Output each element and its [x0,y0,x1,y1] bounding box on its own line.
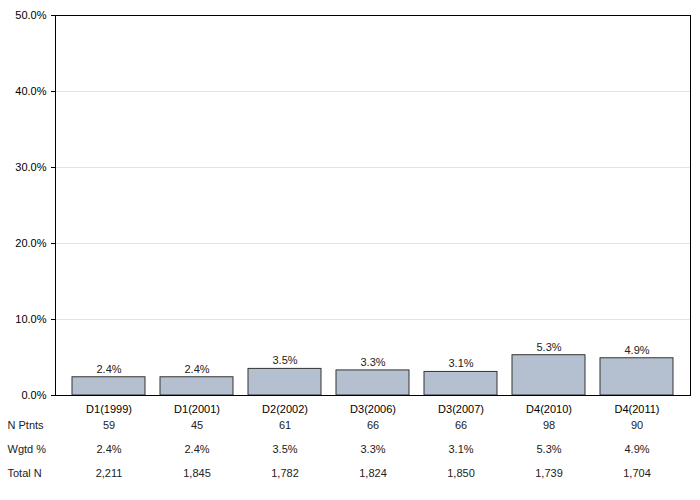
svg-text:45: 45 [191,419,203,431]
svg-text:0.0%: 0.0% [21,389,46,401]
svg-text:59: 59 [103,419,115,431]
svg-text:3.5%: 3.5% [272,354,297,366]
svg-text:D3(2007): D3(2007) [438,403,484,415]
svg-text:3.5%: 3.5% [272,443,297,455]
svg-text:40.0%: 40.0% [15,85,46,97]
svg-text:5.3%: 5.3% [536,443,561,455]
svg-text:D4(2010): D4(2010) [526,403,572,415]
svg-text:D4(2011): D4(2011) [614,403,659,415]
svg-text:61: 61 [279,419,291,431]
svg-text:1,739: 1,739 [535,467,563,479]
svg-text:1,845: 1,845 [183,467,211,479]
svg-text:D2(2002): D2(2002) [262,403,308,415]
svg-text:1,824: 1,824 [359,467,387,479]
svg-text:1,704: 1,704 [623,467,651,479]
svg-text:5.3%: 5.3% [536,341,561,353]
svg-text:2.4%: 2.4% [184,443,209,455]
svg-text:66: 66 [455,419,467,431]
svg-text:3.3%: 3.3% [360,356,385,368]
svg-text:98: 98 [543,419,555,431]
svg-text:2.4%: 2.4% [184,363,209,375]
svg-text:2.4%: 2.4% [96,363,121,375]
svg-text:10.0%: 10.0% [15,313,46,325]
svg-text:N Ptnts: N Ptnts [8,419,45,431]
svg-text:4.9%: 4.9% [624,443,649,455]
svg-text:D1(1999): D1(1999) [86,403,132,415]
svg-text:20.0%: 20.0% [15,237,46,249]
svg-text:Total N: Total N [8,467,42,479]
svg-text:1,782: 1,782 [271,467,299,479]
svg-text:3.1%: 3.1% [448,443,473,455]
svg-text:3.3%: 3.3% [360,443,385,455]
svg-text:3.1%: 3.1% [448,357,473,369]
svg-text:D1(2001): D1(2001) [174,403,220,415]
svg-text:1,850: 1,850 [447,467,475,479]
svg-text:66: 66 [367,419,379,431]
svg-text:4.9%: 4.9% [624,344,649,356]
svg-text:30.0%: 30.0% [15,161,46,173]
svg-text:50.0%: 50.0% [15,9,46,21]
svg-text:D3(2006): D3(2006) [350,403,396,415]
svg-text:2.4%: 2.4% [96,443,121,455]
svg-text:90: 90 [631,419,643,431]
svg-text:Wgtd %: Wgtd % [8,443,47,455]
svg-text:2,211: 2,211 [96,467,123,479]
